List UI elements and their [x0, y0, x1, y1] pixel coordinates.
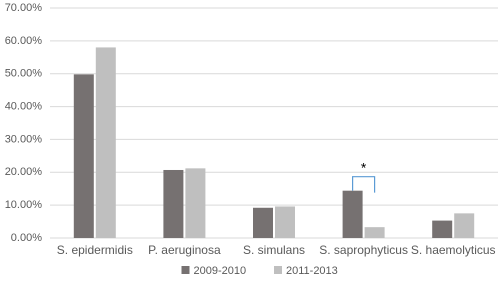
y-tick-label: 30.00%	[5, 133, 43, 145]
bar	[163, 169, 184, 238]
y-tick-label: 70.00%	[5, 2, 43, 14]
annotation: *	[361, 159, 367, 175]
bar	[95, 47, 116, 238]
legend-swatch	[274, 266, 282, 274]
bar	[73, 74, 94, 238]
x-tick-label: S. haemolyticus	[411, 243, 496, 257]
x-tick-label: S. simulans	[243, 243, 305, 257]
y-tick-label: 50.00%	[5, 68, 43, 80]
bar	[185, 168, 206, 238]
legend-swatch	[181, 266, 190, 274]
bar	[432, 220, 453, 238]
y-tick-label: 40.00%	[5, 100, 43, 112]
significance-bracket	[352, 176, 376, 193]
bar	[275, 206, 295, 238]
x-tick-label: S. saprophyticus	[319, 243, 408, 257]
bar	[253, 207, 273, 238]
x-tick-label: S. epidermidis	[57, 243, 133, 257]
y-tick-label: 0.00%	[11, 232, 42, 244]
bar	[454, 213, 475, 238]
bar	[342, 190, 363, 238]
bar	[364, 227, 385, 238]
legend-label: 2009-2010	[194, 265, 247, 277]
y-tick-label: 10.00%	[5, 199, 43, 211]
legend-label: 2011-2013	[286, 265, 338, 277]
y-tick-label: 20.00%	[5, 166, 43, 178]
x-tick-label: P. aeruginosa	[148, 243, 221, 257]
y-tick-label: 60.00%	[5, 35, 43, 47]
